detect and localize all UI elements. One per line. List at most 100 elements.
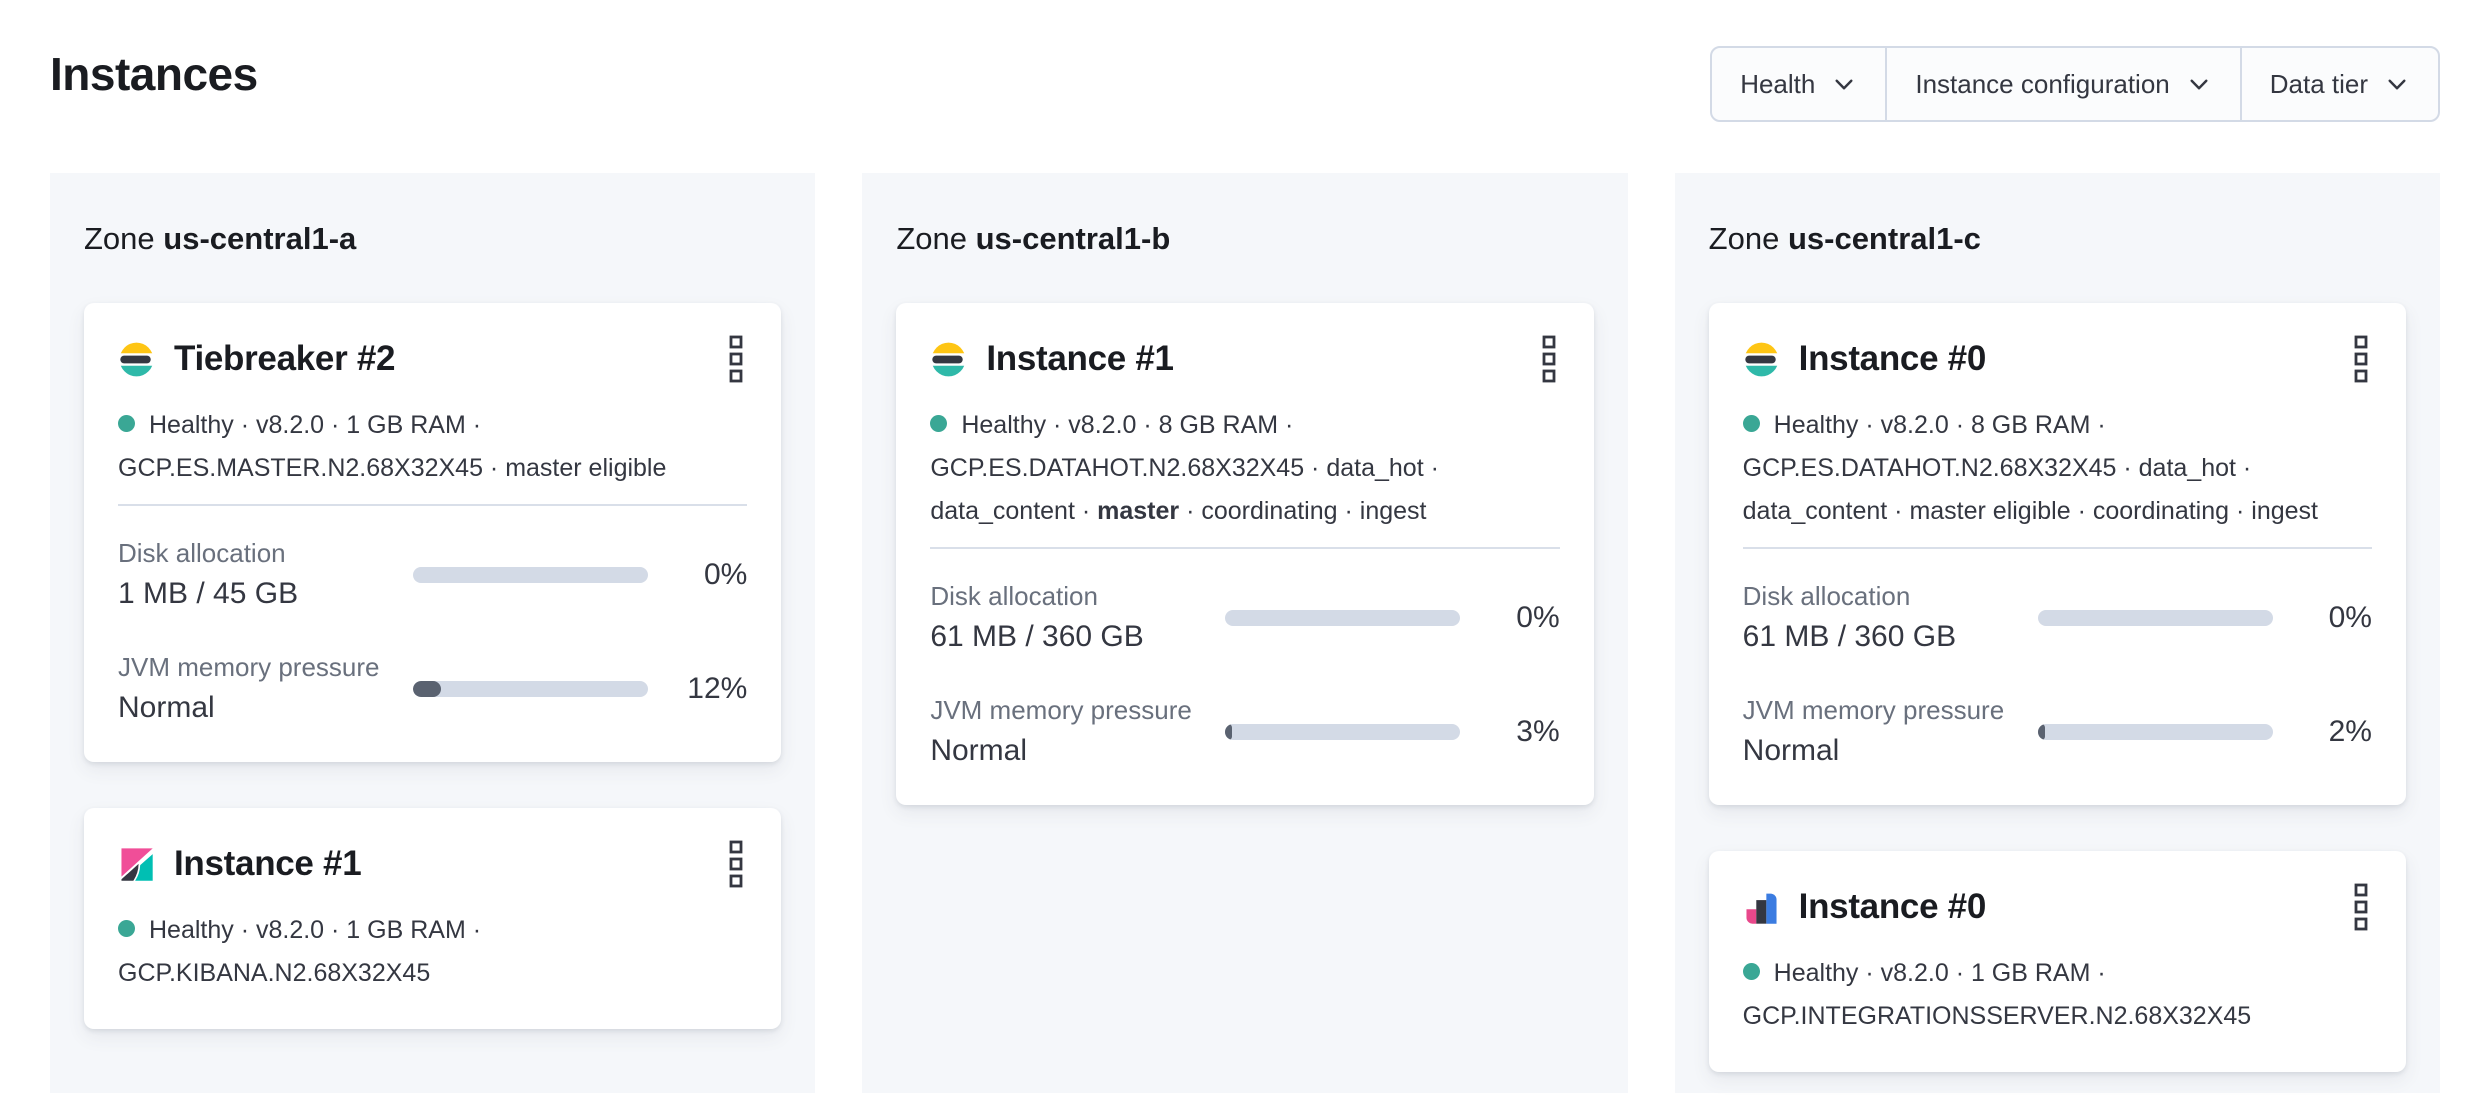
instance-card-es-0: Instance #0 Healthy · v8.2.0 · 8 GB RAM …	[1708, 303, 2406, 805]
metric-label: JVM memory pressure	[118, 652, 380, 682]
metric-text: JVM memory pressure Normal	[930, 693, 1225, 771]
instances-page: Instances Health Instance configuration …	[0, 46, 2490, 1102]
card-head: Instance #1	[930, 335, 1559, 383]
status-line: Healthy · v8.2.0 · 8 GB RAM · GCP.ES.DAT…	[1742, 404, 2372, 533]
status-text: · coordinating · ingest	[1179, 497, 1427, 525]
metric-row-jvm-memory-pressure: JVM memory pressure Normal 3%	[930, 693, 1559, 771]
zone-panel-us-central1-a: Zone us-central1-a Tiebreaker #2 Healthy…	[50, 173, 816, 1093]
chevron-down-icon	[2190, 79, 2208, 90]
metric-label: Disk allocation	[118, 538, 286, 568]
zone-prefix: Zone	[1708, 221, 1780, 256]
elasticsearch-logo-icon	[930, 341, 967, 378]
kebab-menu-button[interactable]	[725, 335, 747, 383]
filter-group: Health Instance configuration Data tier	[1710, 46, 2440, 122]
metric-row-disk-allocation: Disk allocation 61 MB / 360 GB 0%	[1743, 579, 2372, 657]
progress-bar	[413, 567, 648, 583]
boxes-vertical-icon	[2354, 335, 2368, 383]
progress-fill	[2037, 724, 2045, 740]
status-line: Healthy · v8.2.0 · 1 GB RAM · GCP.ES.MAS…	[118, 404, 747, 490]
card-head: Instance #1	[118, 840, 747, 888]
zone-label: Zone us-central1-a	[84, 221, 781, 257]
status-text: Healthy · v8.2.0 · 1 GB RAM · GCP.KIBANA…	[118, 916, 482, 987]
metric-text: Disk allocation 61 MB / 360 GB	[930, 579, 1225, 657]
card-title: Instance #0	[1798, 339, 1987, 378]
metric-value: 61 MB / 360 GB	[1742, 620, 1957, 653]
progress-bar	[1225, 610, 1461, 626]
metric-value: Normal	[930, 734, 1028, 767]
card-title: Instance #0	[1798, 887, 1987, 926]
metric-percent: 0%	[2328, 601, 2372, 634]
card-head: Instance #0	[1743, 883, 2372, 931]
card-title: Instance #1	[174, 844, 362, 883]
boxes-vertical-icon	[729, 335, 743, 383]
card-title: Instance #1	[986, 339, 1174, 378]
filter-button-health[interactable]: Health	[1712, 48, 1888, 120]
metric-text: Disk allocation 61 MB / 360 GB	[1743, 579, 2038, 657]
zone-prefix: Zone	[84, 221, 155, 256]
metric-row-disk-allocation: Disk allocation 1 MB / 45 GB 0%	[118, 536, 747, 614]
status-line: Healthy · v8.2.0 · 8 GB RAM · GCP.ES.DAT…	[930, 404, 1559, 533]
elasticsearch-logo-icon	[118, 341, 155, 378]
metric-value: Normal	[1742, 734, 1840, 767]
zone-label: Zone us-central1-c	[1709, 221, 2406, 257]
elasticsearch-logo-icon	[1743, 341, 1780, 378]
instance-card-kibana-1: Instance #1 Healthy · v8.2.0 · 1 GB RAM …	[84, 808, 782, 1029]
kebab-menu-button[interactable]	[2350, 883, 2372, 931]
status-line: Healthy · v8.2.0 · 1 GB RAM · GCP.INTEGR…	[1742, 952, 2372, 1038]
metric-label: Disk allocation	[930, 581, 1098, 611]
progress-bar	[1225, 724, 1461, 740]
health-status-dot	[118, 920, 135, 937]
metric-value: 1 MB / 45 GB	[118, 577, 299, 610]
metric-value: 61 MB / 360 GB	[930, 620, 1144, 653]
zone-panel-us-central1-b: Zone us-central1-b Instance #1 Healthy ·…	[862, 173, 1628, 1093]
filter-label: Health	[1740, 68, 1816, 99]
status-text: Healthy · v8.2.0 · 1 GB RAM · GCP.ES.MAS…	[118, 411, 667, 482]
kebab-menu-button[interactable]	[725, 840, 747, 888]
zone-prefix: Zone	[896, 221, 967, 256]
filter-button-instance-configuration[interactable]: Instance configuration	[1887, 48, 2242, 120]
status-text: Healthy · v8.2.0 · 8 GB RAM · GCP.ES.DAT…	[1742, 411, 2318, 525]
metric-label: Disk allocation	[1742, 581, 1911, 611]
metric-percent: 0%	[703, 558, 748, 591]
integrations-server-logo-icon	[1746, 893, 1777, 924]
kibana-logo-icon	[121, 847, 153, 881]
card-title: Tiebreaker #2	[174, 339, 396, 378]
divider	[930, 547, 1560, 549]
metric-percent: 12%	[687, 672, 748, 705]
divider	[1742, 547, 2372, 549]
instance-card-es-1: Instance #1 Healthy · v8.2.0 · 8 GB RAM …	[896, 303, 1594, 805]
divider	[118, 504, 748, 506]
page-title: Instances	[50, 48, 258, 100]
zone-panel-us-central1-c: Zone us-central1-c Instance #0 Healthy ·…	[1674, 173, 2440, 1093]
boxes-vertical-icon	[2354, 883, 2368, 931]
metric-text: JVM memory pressure Normal	[1743, 693, 2038, 771]
metric-label: JVM memory pressure	[1742, 695, 2005, 725]
zone-name: us-central1-a	[163, 221, 357, 256]
status-line: Healthy · v8.2.0 · 1 GB RAM · GCP.KIBANA…	[118, 909, 747, 995]
metric-label: JVM memory pressure	[930, 695, 1192, 725]
instance-card-integrations-server-0: Instance #0 Healthy · v8.2.0 · 1 GB RAM …	[1708, 851, 2406, 1072]
kebab-menu-button[interactable]	[1538, 335, 1560, 383]
metric-percent: 0%	[1516, 601, 1560, 634]
boxes-vertical-icon	[729, 840, 743, 888]
health-status-dot	[930, 415, 948, 432]
card-head: Tiebreaker #2	[118, 335, 747, 383]
metric-text: Disk allocation 1 MB / 45 GB	[118, 536, 413, 614]
metric-row-jvm-memory-pressure: JVM memory pressure Normal 2%	[1743, 693, 2372, 771]
instance-card-tiebreaker-2: Tiebreaker #2 Healthy · v8.2.0 · 1 GB RA…	[84, 303, 782, 762]
boxes-vertical-icon	[1542, 335, 1556, 383]
progress-fill	[413, 681, 442, 697]
progress-bar	[2037, 610, 2273, 626]
metric-row-disk-allocation: Disk allocation 61 MB / 360 GB 0%	[930, 579, 1559, 657]
status-text: Healthy · v8.2.0 · 1 GB RAM · GCP.INTEGR…	[1742, 959, 2252, 1030]
metric-percent: 2%	[2328, 715, 2372, 748]
page-header: Instances Health Instance configuration …	[50, 46, 2440, 122]
filter-label: Instance configuration	[1915, 68, 2170, 99]
health-status-dot	[1742, 963, 1760, 980]
status-text-bold: master	[1097, 497, 1180, 525]
filter-button-data-tier[interactable]: Data tier	[2242, 48, 2438, 120]
chevron-down-icon	[2388, 79, 2406, 90]
health-status-dot	[1742, 415, 1760, 432]
progress-bar	[413, 681, 648, 697]
kebab-menu-button[interactable]	[2350, 335, 2372, 383]
